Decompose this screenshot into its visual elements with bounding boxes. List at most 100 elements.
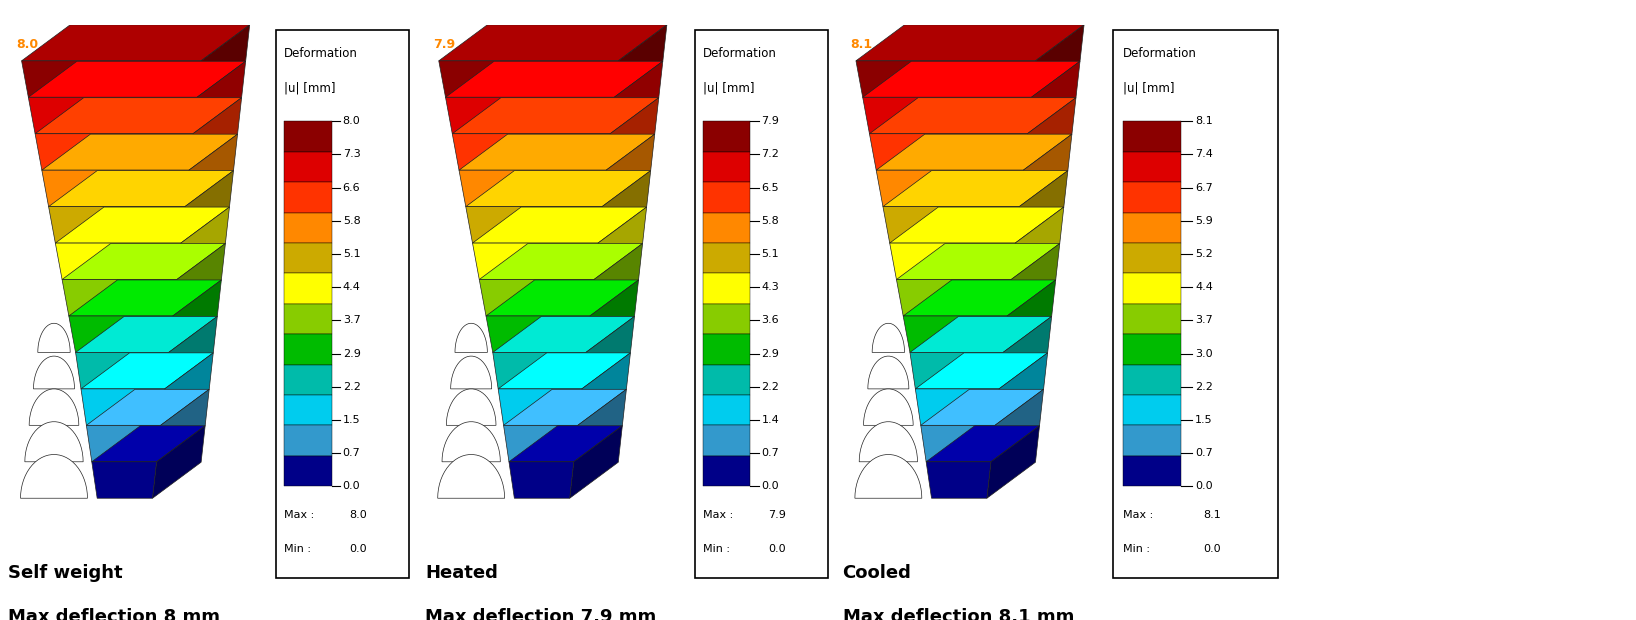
Polygon shape xyxy=(438,454,504,498)
Text: 6.7: 6.7 xyxy=(1194,183,1212,193)
Bar xyxy=(1122,273,1181,304)
Polygon shape xyxy=(479,280,594,316)
Text: 2.2: 2.2 xyxy=(761,382,779,392)
Text: Max :: Max : xyxy=(703,510,733,520)
Polygon shape xyxy=(926,462,991,498)
Text: 4.4: 4.4 xyxy=(342,282,360,292)
Polygon shape xyxy=(991,389,1044,462)
Polygon shape xyxy=(69,280,221,316)
Text: 0.0: 0.0 xyxy=(1204,544,1222,554)
Text: 8.0: 8.0 xyxy=(350,510,368,520)
Polygon shape xyxy=(862,61,1080,97)
Polygon shape xyxy=(1000,316,1052,389)
Bar xyxy=(285,456,332,486)
Text: 5.8: 5.8 xyxy=(761,216,779,226)
Polygon shape xyxy=(92,426,204,462)
Text: |u| [mm]: |u| [mm] xyxy=(1122,81,1175,94)
Polygon shape xyxy=(504,425,578,462)
Polygon shape xyxy=(897,280,1011,316)
Polygon shape xyxy=(28,61,245,97)
Text: 3.7: 3.7 xyxy=(1194,316,1212,326)
Polygon shape xyxy=(509,462,574,498)
Polygon shape xyxy=(856,25,1085,61)
Polygon shape xyxy=(460,170,605,206)
Bar xyxy=(1122,304,1181,334)
Text: 0.7: 0.7 xyxy=(342,448,360,458)
Polygon shape xyxy=(38,323,70,352)
Text: |u| [mm]: |u| [mm] xyxy=(285,81,335,94)
Polygon shape xyxy=(610,61,663,134)
Polygon shape xyxy=(497,389,582,425)
Polygon shape xyxy=(504,389,627,425)
Polygon shape xyxy=(916,389,1000,425)
Polygon shape xyxy=(56,243,182,280)
Polygon shape xyxy=(49,206,185,243)
Polygon shape xyxy=(1008,244,1060,316)
Text: 8.1: 8.1 xyxy=(1194,117,1212,126)
Polygon shape xyxy=(497,353,630,389)
Polygon shape xyxy=(445,61,663,97)
Polygon shape xyxy=(466,170,651,206)
Polygon shape xyxy=(599,170,651,243)
Text: Min :: Min : xyxy=(1122,544,1150,554)
Polygon shape xyxy=(569,426,622,498)
Polygon shape xyxy=(903,316,1008,352)
Bar xyxy=(285,213,332,243)
Polygon shape xyxy=(190,98,242,170)
Text: 5.2: 5.2 xyxy=(1194,249,1212,259)
Text: 7.9: 7.9 xyxy=(769,510,787,520)
Polygon shape xyxy=(877,134,1072,170)
Text: 8.1: 8.1 xyxy=(851,38,872,51)
Text: 5.1: 5.1 xyxy=(342,249,360,259)
Polygon shape xyxy=(867,356,910,389)
Bar xyxy=(1122,182,1181,213)
Polygon shape xyxy=(509,426,622,462)
Polygon shape xyxy=(897,244,1060,280)
Bar xyxy=(1122,152,1181,182)
Polygon shape xyxy=(574,389,627,462)
Polygon shape xyxy=(995,353,1047,425)
Polygon shape xyxy=(169,280,221,352)
Polygon shape xyxy=(193,61,245,134)
Text: 3.0: 3.0 xyxy=(1194,348,1212,358)
Polygon shape xyxy=(21,454,87,498)
Text: 5.1: 5.1 xyxy=(761,249,779,259)
Text: 1.5: 1.5 xyxy=(342,415,360,425)
Polygon shape xyxy=(62,280,177,316)
Polygon shape xyxy=(21,25,250,61)
Bar xyxy=(703,213,751,243)
Polygon shape xyxy=(466,206,602,243)
Bar xyxy=(285,273,332,304)
Polygon shape xyxy=(859,422,918,462)
Polygon shape xyxy=(455,323,488,352)
Text: 4.4: 4.4 xyxy=(1194,282,1212,292)
Polygon shape xyxy=(177,207,229,280)
Text: Max :: Max : xyxy=(1122,510,1153,520)
Bar xyxy=(1122,456,1181,486)
Text: 7.3: 7.3 xyxy=(342,149,360,159)
Polygon shape xyxy=(438,25,667,61)
Text: 8.1: 8.1 xyxy=(1204,510,1222,520)
Bar xyxy=(285,334,332,365)
Text: 2.2: 2.2 xyxy=(342,382,360,392)
Polygon shape xyxy=(33,356,75,389)
Polygon shape xyxy=(460,134,654,170)
Text: 2.9: 2.9 xyxy=(342,348,360,358)
Text: 0.0: 0.0 xyxy=(769,544,787,554)
Polygon shape xyxy=(582,316,635,389)
Bar xyxy=(285,365,332,395)
Polygon shape xyxy=(614,25,667,97)
Bar xyxy=(703,456,751,486)
Polygon shape xyxy=(586,280,638,352)
Polygon shape xyxy=(921,389,1044,425)
Text: 0.0: 0.0 xyxy=(350,544,368,554)
Polygon shape xyxy=(883,170,1068,206)
Text: Cooled: Cooled xyxy=(843,564,911,582)
Polygon shape xyxy=(473,207,646,243)
Bar xyxy=(703,273,751,304)
Polygon shape xyxy=(869,134,1027,170)
Polygon shape xyxy=(872,323,905,352)
Text: Max :: Max : xyxy=(285,510,314,520)
Polygon shape xyxy=(1016,170,1068,243)
Polygon shape xyxy=(1003,280,1055,352)
